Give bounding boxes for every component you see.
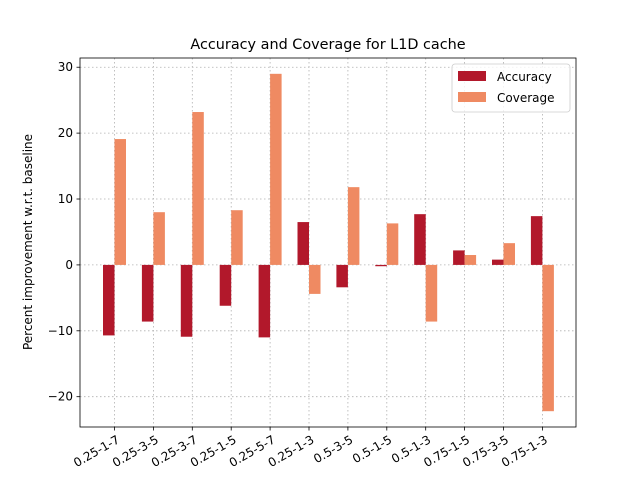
y-axis-label: Percent improvement w.r.t. baseline xyxy=(21,134,35,350)
coverage-bar xyxy=(231,210,243,265)
y-tick-label: −10 xyxy=(48,324,73,338)
accuracy-bar xyxy=(219,264,232,306)
legend: Accuracy Coverage xyxy=(451,63,571,113)
accuracy-bar xyxy=(103,264,115,336)
y-tick-label: 10 xyxy=(58,192,73,206)
accuracy-bar xyxy=(492,259,504,265)
bars xyxy=(103,73,554,412)
coverage-bar xyxy=(542,264,554,412)
y-axis: −20 −10 0 10 20 30 xyxy=(48,60,80,404)
accuracy-bar xyxy=(414,214,426,265)
accuracy-bar xyxy=(336,264,348,288)
coverage-bar xyxy=(309,264,321,294)
legend-swatch-accuracy xyxy=(458,71,486,81)
coverage-bar xyxy=(386,223,399,265)
accuracy-bar xyxy=(375,264,387,267)
accuracy-bar xyxy=(180,264,193,337)
coverage-bar xyxy=(270,73,282,265)
accuracy-bar xyxy=(297,222,309,265)
coverage-bar xyxy=(503,243,515,265)
y-tick-label: 0 xyxy=(65,258,73,272)
y-tick-label: 20 xyxy=(58,126,73,140)
legend-label-accuracy: Accuracy xyxy=(497,70,552,84)
coverage-bar xyxy=(464,255,477,265)
y-tick-label: −20 xyxy=(48,390,73,404)
coverage-bar xyxy=(192,112,204,265)
accuracy-bar xyxy=(141,264,154,322)
legend-swatch-coverage xyxy=(458,92,486,102)
legend-label-coverage: Coverage xyxy=(497,91,555,105)
plot-frame xyxy=(79,57,577,428)
coverage-bar xyxy=(153,212,165,265)
chart-title: Accuracy and Coverage for L1D cache xyxy=(190,37,465,53)
y-tick-label: 30 xyxy=(58,60,73,74)
accuracy-bar xyxy=(258,264,271,338)
coverage-bar xyxy=(347,187,360,265)
accuracy-bar xyxy=(530,216,543,265)
coverage-bar xyxy=(425,264,438,322)
coverage-bar xyxy=(114,139,126,265)
accuracy-bar xyxy=(453,250,465,265)
